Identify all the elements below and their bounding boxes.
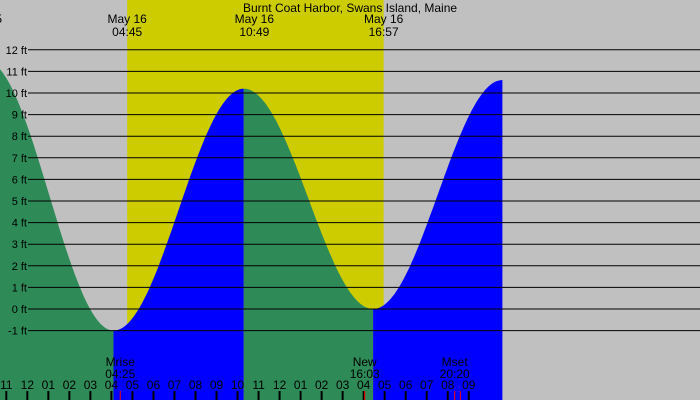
x-tick-label: 03 [84, 378, 98, 392]
top-time-label: 04:45 [112, 25, 142, 39]
y-tick-label: 1 ft [12, 282, 27, 294]
chart-title: Burnt Coat Harbor, Swans Island, Maine [243, 1, 457, 15]
top-time-label: 10:49 [239, 25, 269, 39]
x-tick-label: 07 [168, 378, 182, 392]
bottom-event-name: New [353, 355, 377, 369]
x-tick-label: 12 [273, 378, 287, 392]
x-tick-label: 10 [231, 378, 245, 392]
x-tick-label: 06 [399, 378, 413, 392]
x-tick-label: 06 [147, 378, 161, 392]
x-tick-label: 08 [189, 378, 203, 392]
y-tick-label: 7 ft [12, 153, 27, 165]
x-tick-label: 09 [462, 378, 476, 392]
y-tick-label: 8 ft [12, 131, 27, 143]
y-tick-label: -1 ft [8, 326, 27, 338]
y-tick-label: 5 ft [12, 196, 27, 208]
y-tick-label: 6 ft [12, 174, 27, 186]
x-tick-label: 09 [210, 378, 224, 392]
y-tick-labels: 12 ft 11 ft 10 ft 9 ft 8 ft 7 ft 6 ft 5 ft 4 ft 3… [6, 45, 27, 338]
x-tick-label: 04 [105, 378, 119, 392]
rising-tide-area [373, 80, 503, 400]
top-date-label: May 16 [235, 12, 275, 26]
x-tick-label: 11 [0, 378, 13, 392]
top-date-label: May 16 [364, 12, 404, 26]
gridlines [28, 49, 700, 332]
y-tick-label: 10 ft [6, 88, 27, 100]
x-tick-labels: 11 12 01 02 03 04 05 06 07 08 09 10 11 12 01 02 03 04 05 06… [0, 378, 476, 400]
bottom-event-time: 20:20 [440, 367, 470, 381]
x-tick-label: 08 [441, 378, 455, 392]
bottom-event-time: 04:25 [105, 367, 135, 381]
y-tick-label: 0 ft [12, 304, 27, 316]
x-tick-label: 11 [252, 378, 265, 392]
x-tick-label: 12 [21, 378, 35, 392]
bottom-event-name: Mrise [106, 355, 136, 369]
y-tick-label: 2 ft [12, 261, 27, 273]
x-tick-label: 07 [420, 378, 434, 392]
x-tick-label: 02 [315, 378, 329, 392]
y-tick-label: 9 ft [12, 110, 27, 122]
x-tick-label: 01 [42, 378, 56, 392]
y-tick-label: 11 ft [6, 66, 27, 78]
y-tick-label: 4 ft [12, 218, 27, 230]
x-tick-label: 02 [63, 378, 77, 392]
y-tick-label: 12 ft [6, 45, 27, 57]
cut-left-label: 5 [0, 12, 2, 26]
falling-tide-area [0, 69, 114, 400]
top-date-label: May 16 [107, 12, 147, 26]
x-tick-label: 01 [294, 378, 308, 392]
bottom-event-time: 16:03 [350, 367, 380, 381]
x-tick-label: 04 [357, 378, 371, 392]
x-tick-label: 03 [336, 378, 350, 392]
top-time-label: 16:57 [369, 25, 399, 39]
y-tick-label: 3 ft [12, 239, 27, 251]
bottom-event-name: Mset [442, 355, 469, 369]
x-tick-label: 05 [126, 378, 140, 392]
x-tick-label: 05 [378, 378, 392, 392]
